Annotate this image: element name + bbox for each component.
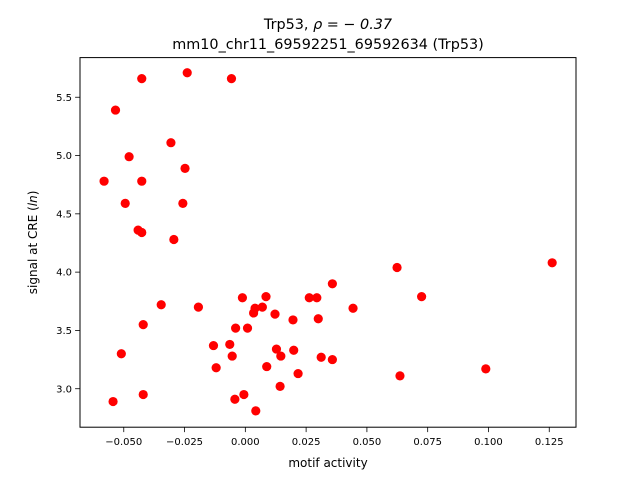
data-point-18 (193, 302, 204, 312)
data-point-22 (226, 73, 237, 84)
data-point-50 (395, 371, 405, 381)
data-point-21 (225, 339, 235, 350)
data-point-30 (250, 303, 260, 313)
data-point-53 (547, 258, 557, 268)
x-tick-label: −0.025 (166, 437, 203, 448)
x-tick-label: 0.025 (292, 437, 321, 448)
data-point-33 (261, 292, 271, 302)
data-point-1 (108, 396, 118, 407)
data-point-13 (166, 138, 176, 148)
data-point-8 (137, 73, 147, 84)
data-point-37 (275, 381, 285, 391)
data-point-43 (312, 293, 322, 303)
data-point-48 (348, 303, 358, 313)
y-axis-label: signal at CRE (ln) (26, 191, 40, 295)
data-point-10 (138, 320, 148, 330)
data-point-40 (289, 345, 299, 355)
data-point-19 (208, 340, 219, 351)
x-tick-label: 0.100 (474, 437, 503, 448)
y-tick-label: 4.0 (56, 268, 72, 279)
data-point-7 (137, 176, 147, 186)
x-tick-label: 0.125 (535, 437, 564, 448)
x-tick-label: 0.000 (231, 437, 260, 448)
data-point-20 (211, 363, 221, 373)
data-point-41 (293, 368, 303, 379)
y-tick-label: 4.5 (56, 209, 72, 220)
y-axis-ticks: 3.0 3.5 4.0 4.5 5.0 5.5 (56, 93, 80, 395)
data-point-27 (239, 389, 249, 400)
data-points (99, 68, 557, 416)
data-point-3 (116, 349, 126, 359)
data-point-4 (120, 198, 130, 208)
data-point-39 (288, 315, 298, 325)
data-point-34 (262, 361, 272, 372)
data-point-45 (316, 352, 326, 362)
data-point-0 (99, 176, 109, 186)
chart-title-line2: mm10_chr11_69592251_69592634 (Trp53) (172, 37, 484, 53)
x-tick-label: −0.050 (105, 437, 142, 448)
data-point-52 (481, 364, 491, 374)
data-point-11 (138, 389, 148, 400)
data-point-49 (392, 262, 402, 273)
data-point-36 (271, 344, 282, 354)
data-point-25 (231, 323, 241, 333)
data-point-46 (327, 279, 337, 289)
data-point-35 (270, 309, 280, 319)
data-point-47 (327, 354, 337, 365)
x-tick-label: 0.075 (413, 437, 442, 448)
data-point-16 (180, 163, 190, 173)
x-axis-ticks: −0.050 −0.025 0.000 0.025 0.050 0.075 0.100 0.1… (105, 427, 564, 448)
data-point-44 (313, 314, 323, 324)
x-tick-label: 0.050 (353, 437, 382, 448)
data-point-14 (169, 234, 179, 245)
data-point-5 (124, 152, 134, 162)
data-point-38 (276, 351, 286, 361)
y-tick-label: 3.5 (56, 326, 72, 337)
data-point-17 (182, 68, 192, 78)
data-point-24 (230, 394, 240, 404)
y-tick-label: 5.5 (56, 93, 72, 104)
data-point-42 (304, 293, 314, 303)
data-point-9 (137, 227, 147, 238)
chart-title-line1: Trp53, ρ = − 0.37 (263, 17, 393, 33)
data-point-26 (237, 293, 248, 303)
data-point-28 (242, 323, 253, 333)
data-point-2 (110, 105, 121, 115)
data-point-23 (227, 351, 237, 361)
y-tick-label: 3.0 (56, 384, 72, 395)
y-tick-label: 5.0 (56, 151, 72, 162)
x-axis-label: motif activity (288, 456, 367, 470)
data-point-12 (156, 300, 166, 310)
plot-frame (79, 57, 577, 428)
data-point-32 (257, 302, 267, 312)
data-point-51 (417, 292, 427, 302)
data-point-15 (178, 198, 188, 208)
data-point-31 (251, 406, 261, 416)
